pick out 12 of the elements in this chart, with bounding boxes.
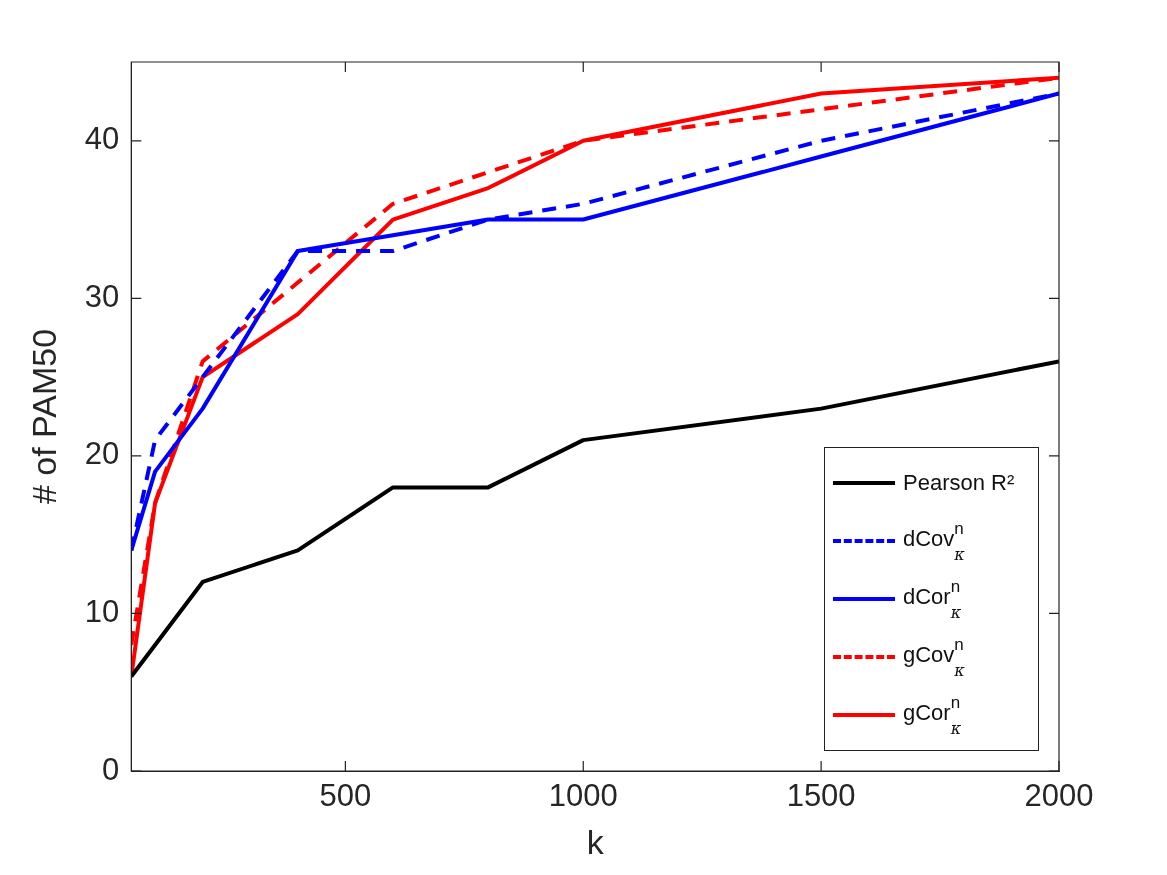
x-axis-title: k	[586, 822, 605, 861]
y-tick-label: 40	[84, 121, 120, 157]
x-tick-label: 2000	[1024, 778, 1094, 814]
y-tick-label: 30	[84, 278, 120, 314]
y-tick-label: 20	[84, 436, 120, 472]
y-axis-title: # of PAM50	[24, 328, 63, 505]
legend-label: Pearson R²	[903, 470, 1016, 495]
y-tick-label: 10	[84, 593, 120, 629]
x-tick-label: 1500	[786, 778, 856, 814]
y-tick-label: 0	[102, 751, 120, 787]
x-tick-label: 500	[319, 778, 372, 814]
x-tick-label: 1000	[548, 778, 618, 814]
